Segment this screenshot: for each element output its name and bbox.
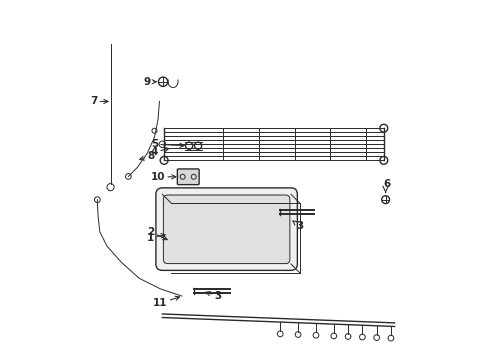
Text: 10: 10 <box>150 172 176 182</box>
Text: 4: 4 <box>150 147 168 157</box>
FancyBboxPatch shape <box>177 169 199 185</box>
Text: 6: 6 <box>383 179 390 189</box>
Text: 5: 5 <box>150 139 183 149</box>
FancyBboxPatch shape <box>156 188 297 270</box>
FancyBboxPatch shape <box>163 195 289 264</box>
Text: 8: 8 <box>140 151 154 161</box>
Text: 3: 3 <box>205 291 221 301</box>
Text: 9: 9 <box>143 77 156 87</box>
Text: 2: 2 <box>147 227 167 240</box>
Text: 7: 7 <box>90 96 108 107</box>
Text: 11: 11 <box>153 296 179 308</box>
Text: 1: 1 <box>147 233 165 243</box>
Text: 3: 3 <box>292 221 303 231</box>
